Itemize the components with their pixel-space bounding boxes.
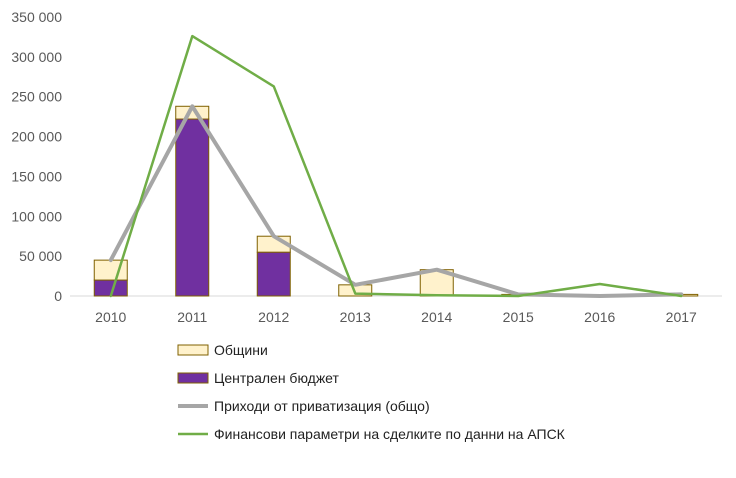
legend-label: Приходи от приватизация (общо) xyxy=(214,398,430,414)
y-tick-label: 150 000 xyxy=(11,168,62,184)
y-tick-label: 100 000 xyxy=(11,208,62,224)
legend-label: Общини xyxy=(214,342,268,358)
y-tick-label: 300 000 xyxy=(11,49,62,65)
bar-segment xyxy=(256,251,291,297)
y-tick-label: 200 000 xyxy=(11,129,62,145)
y-tick-label: 250 000 xyxy=(11,89,62,105)
legend: Общини Централен бюджет Приходи от привати… xyxy=(177,342,566,442)
series-line xyxy=(109,34,683,298)
y-tick-label: 50 000 xyxy=(19,248,62,264)
legend-label: Централен бюджет xyxy=(214,370,340,386)
bar-segment xyxy=(175,118,210,297)
x-tick-label: 2015 xyxy=(503,309,534,325)
legend-swatch xyxy=(177,344,209,356)
x-tick-label: 2016 xyxy=(584,309,615,325)
series-line xyxy=(108,104,684,298)
x-tick-label: 2017 xyxy=(666,309,697,325)
x-tick-label: 2012 xyxy=(258,309,289,325)
lines xyxy=(108,34,684,298)
y-axis: 0 50 000 100 000 150 000 200 000 250 000 300 0… xyxy=(11,9,62,304)
x-tick-label: 2014 xyxy=(421,309,452,325)
legend-label: Финансови параметри на сделките по данни… xyxy=(214,426,566,442)
x-tick-label: 2010 xyxy=(95,309,126,325)
y-tick-label: 0 xyxy=(54,288,62,304)
y-tick-label: 350 000 xyxy=(11,9,62,25)
x-tick-label: 2011 xyxy=(177,309,207,325)
x-axis: 2010 2011 2012 2013 2014 2015 2016 2017 xyxy=(70,295,722,325)
legend-swatch xyxy=(177,372,209,384)
x-tick-label: 2013 xyxy=(340,309,371,325)
bars xyxy=(93,105,699,297)
